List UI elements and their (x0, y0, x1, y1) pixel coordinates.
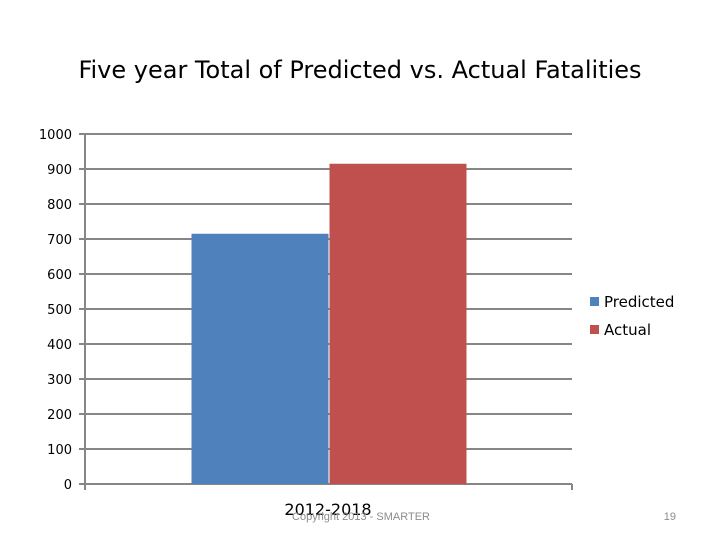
y-tick-label: 500 (47, 303, 72, 318)
y-tick-label: 200 (47, 408, 72, 423)
copyright-text: Copyright 2013 - SMARTER (292, 511, 430, 523)
legend: Predicted Actual (590, 293, 674, 339)
y-tick-label: 600 (47, 268, 72, 283)
legend-swatch-predicted (590, 297, 599, 306)
y-tick-label: 100 (47, 443, 72, 458)
bars (191, 163, 467, 484)
legend-label-actual: Actual (604, 321, 651, 339)
chart-title: Five year Total of Predicted vs. Actual … (78, 56, 641, 84)
page-number: 19 (664, 511, 676, 523)
y-tick-label: 900 (47, 163, 72, 178)
x-tick-label: 2012-2018 (284, 500, 371, 519)
y-tick-label: 800 (47, 198, 72, 213)
bar-actual (329, 163, 467, 484)
legend-label-predicted: Predicted (604, 293, 674, 311)
y-tick-label: 300 (47, 373, 72, 388)
axes: 0 100 200 300 400 500 600 700 800 900 1000 (39, 128, 573, 493)
legend-swatch-actual (590, 325, 599, 334)
y-tick-label: 400 (47, 338, 72, 353)
y-tick-label: 700 (47, 233, 72, 248)
bar-predicted (191, 233, 329, 484)
y-tick-label: 0 (64, 478, 72, 493)
y-tick-label: 1000 (39, 128, 72, 143)
